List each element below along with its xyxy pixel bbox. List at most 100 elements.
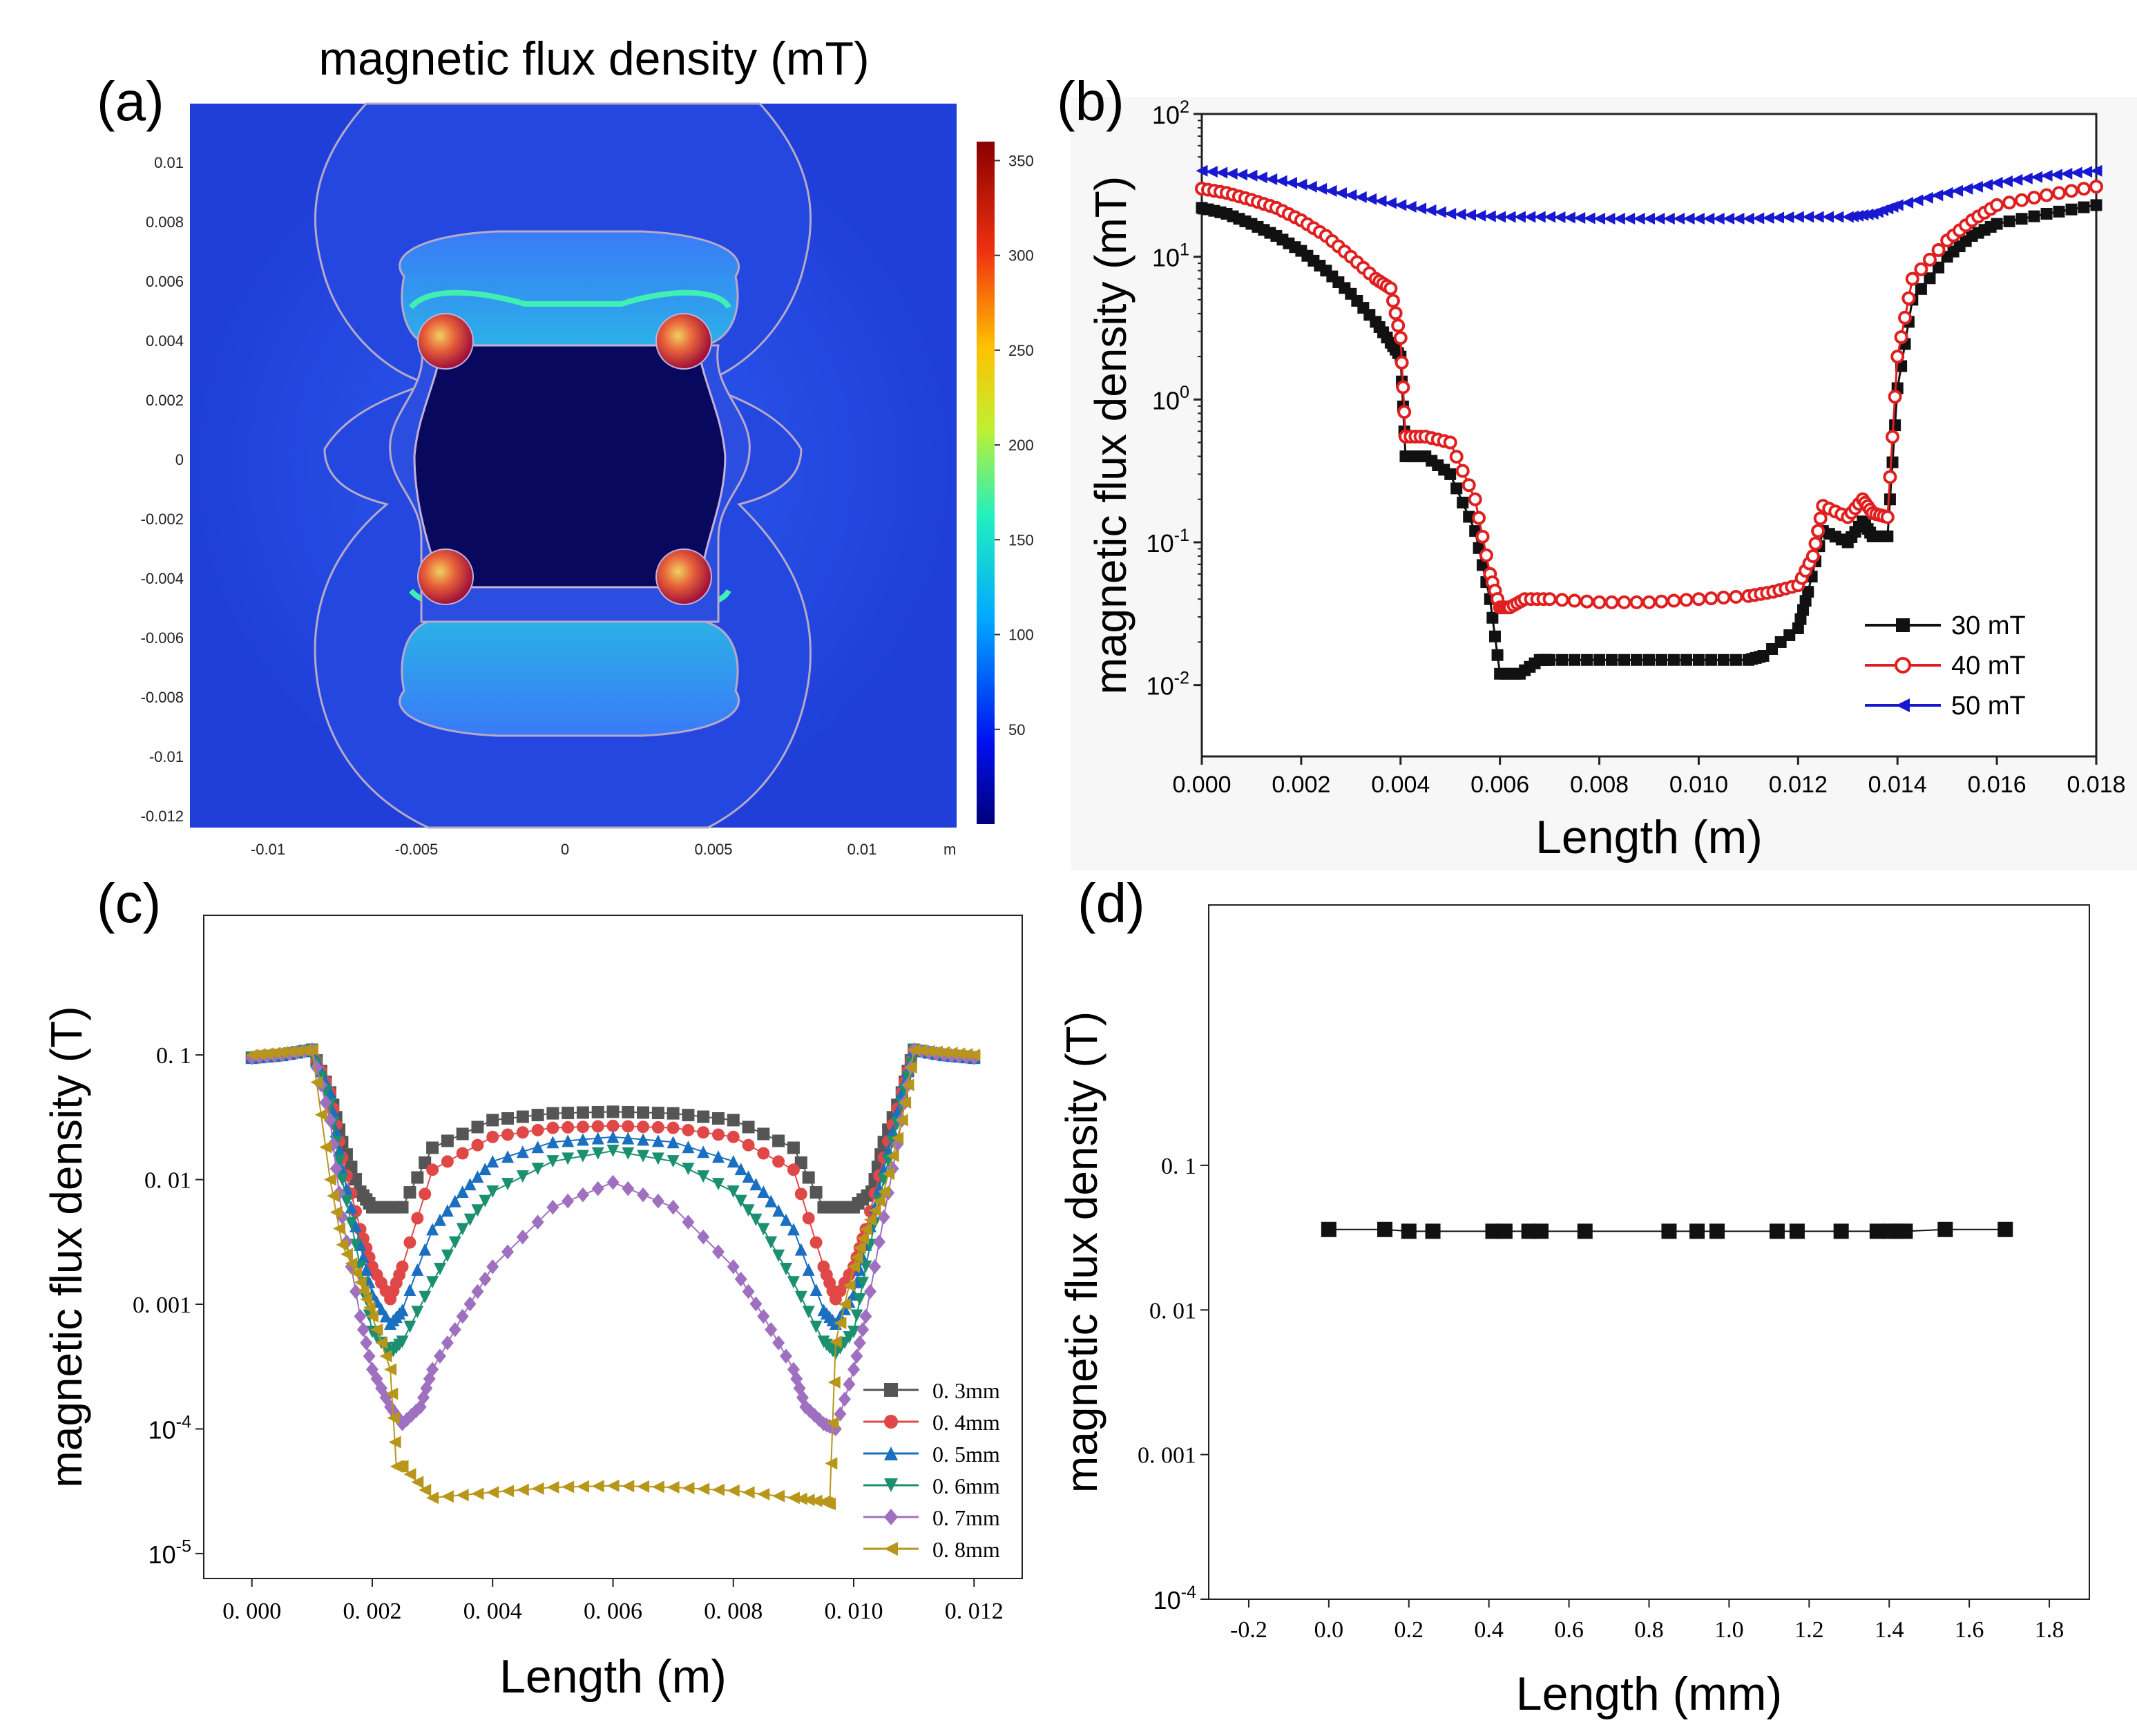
data-point-c <box>637 1133 650 1146</box>
chart-b: 0.000 0.002 0.004 0.006 0.008 0.010 0.012 0.014… <box>1086 97 2126 864</box>
data-point-b <box>1462 478 1476 493</box>
x-tick-label-b: 0.018 <box>2067 772 2125 798</box>
chart-d: -0.2 0.0 0.2 0.4 0.6 0.8 1.0 1.2 1.4 1.6 1.8 0. 1 0.… <box>1057 904 2090 1720</box>
data-point-b <box>1395 199 1407 211</box>
data-point-c <box>787 1163 800 1176</box>
y-axis-label-c: magnetic flux density (T) <box>41 1006 91 1487</box>
data-point-b <box>1415 202 1427 215</box>
data-point-c <box>456 1127 469 1141</box>
data-point-b <box>1475 529 1490 544</box>
data-point-c <box>651 1107 664 1120</box>
data-point-b <box>2040 169 2053 182</box>
data-point-b <box>2015 213 2028 225</box>
data-point-b <box>1971 180 1983 193</box>
data-point-c <box>838 1302 851 1315</box>
data-point-c <box>765 1322 778 1337</box>
data-point-c <box>479 1163 492 1176</box>
data-point-c <box>456 1185 469 1199</box>
data-point-b <box>1732 212 1745 225</box>
data-point-c <box>576 1150 589 1163</box>
data-point-b <box>2020 172 2033 184</box>
y-tick-label-c: 0. 1 <box>156 1043 191 1069</box>
top-hot-edge <box>408 289 731 309</box>
data-point-c <box>937 1046 950 1059</box>
data-point-c <box>516 1229 529 1245</box>
data-point-c <box>682 1109 695 1122</box>
panel-a-y-tick-label: -0.012 <box>141 808 184 825</box>
data-point-b <box>1474 209 1486 222</box>
data-point-b <box>1265 173 1278 185</box>
data-point-c <box>742 1204 755 1217</box>
x-tick-label-b: 0.008 <box>1570 772 1629 798</box>
panel-a-letter: (a) <box>97 70 164 132</box>
data-point-c <box>794 1492 807 1505</box>
data-point-b <box>1305 180 1317 193</box>
data-point-b <box>2077 182 2091 196</box>
data-point-d <box>1869 1223 1885 1239</box>
data-point-b <box>1603 212 1616 225</box>
data-point-c <box>780 1348 793 1364</box>
data-point-b <box>1225 167 1238 180</box>
data-point-c <box>387 1411 400 1424</box>
data-point-c <box>637 1106 650 1119</box>
data-point-b <box>1832 211 1844 223</box>
data-point-b <box>1592 595 1607 609</box>
panel-a-y-tick-label: 0.008 <box>146 213 184 231</box>
panel-a: (a) magnetic flux density (mT) 0.01 0.008… <box>97 32 1034 858</box>
data-point-b <box>1629 595 1644 609</box>
legend-label-c: 0. 7mm <box>932 1505 1000 1530</box>
data-point-b <box>1704 591 1718 606</box>
data-point-c <box>809 1236 823 1249</box>
data-point-c <box>403 1320 416 1333</box>
data-point-b <box>1504 211 1516 223</box>
data-point-b <box>2003 215 2015 227</box>
data-point-b <box>1931 189 1944 202</box>
data-point-b <box>1388 306 1403 321</box>
data-point-b <box>1752 212 1765 225</box>
data-point-c <box>516 1145 529 1158</box>
data-point-c <box>882 1167 895 1181</box>
data-point-c <box>829 1335 842 1348</box>
data-point-b <box>1633 212 1645 225</box>
data-point-c <box>360 1335 373 1351</box>
data-point-b <box>2060 167 2073 180</box>
data-point-c <box>847 1260 861 1273</box>
data-point-d <box>1689 1223 1705 1239</box>
data-point-c <box>591 1181 604 1196</box>
data-point-d <box>1709 1223 1725 1239</box>
panel-c: (c) 0. 000 0. 002 0. 004 0. 006 0. 008 0. 010… <box>41 872 1023 1703</box>
data-point-c <box>426 1491 439 1505</box>
data-point-c <box>314 1108 327 1121</box>
data-point-c <box>794 1290 807 1304</box>
data-point-c <box>765 1194 778 1208</box>
data-point-b <box>1196 164 1208 177</box>
data-point-c <box>780 1213 793 1226</box>
panel-a-title: magnetic flux density (mT) <box>318 32 869 85</box>
legend-label-b: 40 mT <box>1951 651 2026 680</box>
data-point-c <box>268 1047 281 1060</box>
data-point-c <box>396 1335 409 1348</box>
data-point-c <box>667 1136 680 1149</box>
data-point-c <box>850 1348 863 1364</box>
data-point-b <box>1883 470 1897 484</box>
data-point-b <box>1454 208 1466 220</box>
y-axis-label-d: magnetic flux density (T) <box>1057 1011 1106 1493</box>
y-tick-label-b: 10-2 <box>1147 668 1189 700</box>
data-point-c <box>411 1212 424 1225</box>
data-point-c <box>622 1181 635 1196</box>
y-tick-label-c: 10-5 <box>148 1537 191 1569</box>
data-point-c <box>419 1187 432 1201</box>
data-point-c <box>333 1222 346 1235</box>
data-point-c <box>606 1130 620 1143</box>
data-point-b <box>1555 593 1569 607</box>
data-point-b <box>1617 595 1631 609</box>
data-point-b <box>1886 456 1899 468</box>
data-point-c <box>486 1259 499 1275</box>
data-point-c <box>859 1260 872 1273</box>
data-point-c <box>637 1120 650 1134</box>
data-point-b <box>1717 654 1729 666</box>
data-point-b <box>1216 166 1228 179</box>
data-point-c <box>576 1106 589 1119</box>
legend-label-c: 0. 4mm <box>932 1410 1000 1435</box>
data-point-b <box>1643 212 1655 225</box>
